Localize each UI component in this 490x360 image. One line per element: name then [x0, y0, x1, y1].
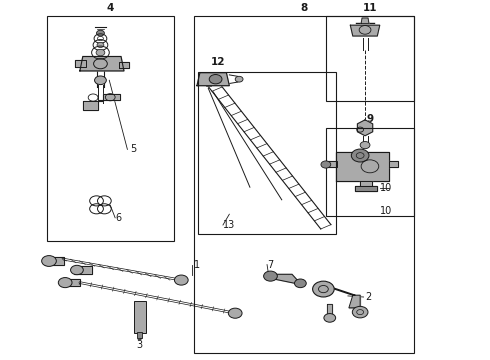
- Circle shape: [228, 308, 242, 318]
- Polygon shape: [355, 186, 377, 191]
- Text: 13: 13: [223, 220, 235, 230]
- Text: 11: 11: [363, 3, 377, 13]
- Circle shape: [313, 281, 334, 297]
- Polygon shape: [80, 57, 124, 71]
- Bar: [198, 72, 336, 234]
- Bar: [326, 16, 414, 101]
- Polygon shape: [197, 73, 229, 86]
- Circle shape: [294, 279, 306, 288]
- Text: 8: 8: [300, 3, 307, 13]
- Polygon shape: [326, 286, 355, 295]
- Circle shape: [360, 141, 370, 149]
- Text: 3: 3: [137, 332, 143, 342]
- Polygon shape: [45, 257, 64, 265]
- Circle shape: [264, 271, 277, 281]
- Bar: [47, 16, 174, 241]
- Polygon shape: [361, 18, 369, 23]
- Text: 1: 1: [194, 260, 200, 270]
- Circle shape: [71, 265, 83, 275]
- Polygon shape: [119, 62, 129, 68]
- Text: 10: 10: [380, 206, 392, 216]
- Text: 4: 4: [106, 3, 114, 13]
- Polygon shape: [61, 279, 80, 286]
- Circle shape: [58, 278, 72, 288]
- Circle shape: [42, 256, 56, 266]
- Polygon shape: [357, 120, 373, 136]
- Polygon shape: [326, 161, 337, 167]
- Circle shape: [174, 275, 188, 285]
- Circle shape: [321, 161, 331, 168]
- Circle shape: [235, 76, 243, 82]
- Polygon shape: [83, 94, 120, 110]
- Polygon shape: [350, 25, 380, 36]
- Bar: [326, 128, 414, 216]
- Polygon shape: [327, 304, 332, 317]
- Text: 2: 2: [365, 292, 371, 302]
- Polygon shape: [74, 266, 92, 274]
- Bar: [137, 332, 142, 338]
- Circle shape: [209, 75, 222, 84]
- Polygon shape: [389, 161, 398, 167]
- Circle shape: [97, 42, 104, 48]
- Text: 5: 5: [130, 144, 136, 154]
- Circle shape: [96, 49, 105, 56]
- Text: 12: 12: [211, 57, 225, 67]
- Text: 6: 6: [115, 213, 121, 223]
- Polygon shape: [336, 152, 389, 181]
- Text: 3: 3: [137, 340, 143, 350]
- Circle shape: [351, 149, 369, 162]
- Bar: [194, 16, 414, 353]
- Circle shape: [352, 306, 368, 318]
- Polygon shape: [360, 181, 372, 186]
- Bar: [134, 301, 146, 333]
- Circle shape: [95, 76, 106, 85]
- Circle shape: [324, 314, 336, 322]
- Polygon shape: [349, 295, 360, 308]
- Text: 10: 10: [380, 183, 392, 193]
- Circle shape: [97, 30, 104, 36]
- Polygon shape: [269, 274, 304, 285]
- Text: 7: 7: [267, 260, 273, 270]
- Text: 9: 9: [367, 114, 373, 124]
- Polygon shape: [75, 60, 86, 67]
